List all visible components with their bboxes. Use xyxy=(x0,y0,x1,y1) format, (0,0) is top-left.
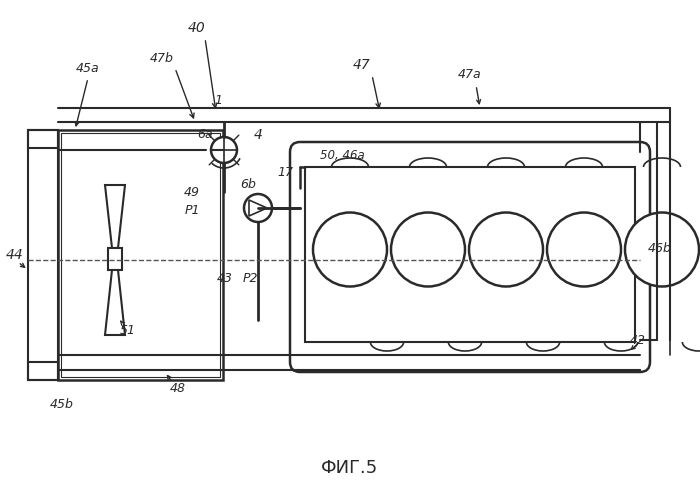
Bar xyxy=(305,167,635,342)
Text: 40: 40 xyxy=(188,21,206,35)
Text: 1: 1 xyxy=(214,93,222,106)
Circle shape xyxy=(547,213,621,286)
Text: 6a: 6a xyxy=(197,129,213,142)
Text: 47: 47 xyxy=(353,58,371,72)
Text: 48: 48 xyxy=(170,382,186,395)
Text: 43: 43 xyxy=(217,271,233,284)
Text: 46b: 46b xyxy=(648,242,672,254)
Bar xyxy=(58,130,223,380)
Polygon shape xyxy=(105,185,125,248)
Circle shape xyxy=(244,194,272,222)
Text: 45a: 45a xyxy=(76,62,100,75)
Text: 50, 46a: 50, 46a xyxy=(320,149,365,162)
Text: 49: 49 xyxy=(184,185,200,198)
Bar xyxy=(28,130,58,380)
Bar xyxy=(61,133,220,377)
Circle shape xyxy=(625,213,699,286)
Text: 6b: 6b xyxy=(240,178,256,191)
Text: 17: 17 xyxy=(277,166,293,178)
Bar xyxy=(28,130,58,148)
Text: 47a: 47a xyxy=(458,69,482,82)
Text: 44: 44 xyxy=(6,248,24,262)
Text: 51: 51 xyxy=(120,324,136,336)
Text: 45b: 45b xyxy=(50,399,74,412)
Circle shape xyxy=(313,213,387,286)
Text: P1: P1 xyxy=(184,203,199,217)
Circle shape xyxy=(391,213,465,286)
Circle shape xyxy=(211,137,237,163)
Circle shape xyxy=(469,213,543,286)
Bar xyxy=(28,362,58,380)
Text: ФИГ.5: ФИГ.5 xyxy=(321,459,379,477)
Bar xyxy=(108,248,122,270)
Text: P2: P2 xyxy=(242,271,258,284)
Text: 42: 42 xyxy=(630,333,646,346)
Text: 4: 4 xyxy=(253,128,262,142)
FancyBboxPatch shape xyxy=(290,142,650,372)
Polygon shape xyxy=(105,270,125,335)
Text: 47b: 47b xyxy=(150,52,174,65)
